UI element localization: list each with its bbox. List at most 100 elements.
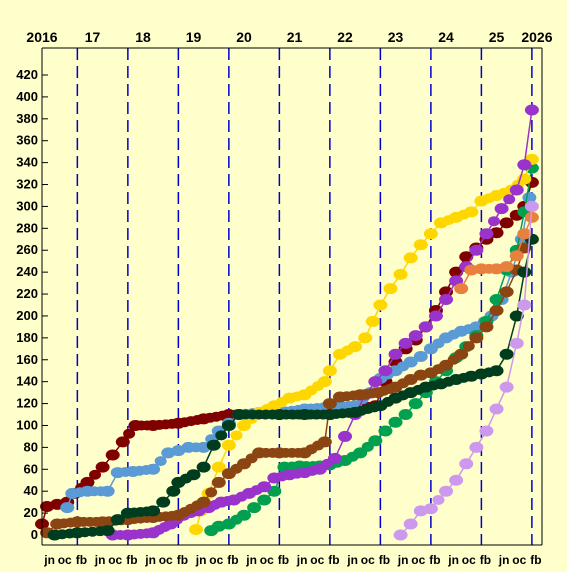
point-3-15	[365, 315, 380, 327]
point-7-6	[517, 228, 532, 240]
point-4-34	[524, 104, 539, 116]
year-labels: 2016 17 18 19 20 21 22 23 24 25 2026	[26, 29, 552, 45]
point-6-2	[100, 525, 115, 537]
point-0-30	[499, 217, 514, 229]
month-label-9: jn	[195, 553, 207, 567]
y-tick-label-340: 340	[16, 155, 38, 170]
point-3-18	[393, 268, 408, 280]
month-label-24: jn	[447, 553, 459, 567]
point-6-10	[196, 461, 211, 473]
year-label-10: 2026	[521, 29, 552, 45]
point-3-20	[413, 239, 428, 251]
point-0-8-1	[123, 428, 136, 439]
point-2-13	[368, 435, 383, 447]
month-label-23: fb	[429, 553, 440, 567]
point-6-6	[156, 496, 171, 508]
y-tick-label-80: 80	[24, 439, 38, 454]
y-tick-label-40: 40	[24, 483, 38, 498]
month-label-22: oc	[411, 553, 425, 567]
point-2-3	[237, 509, 252, 521]
point-0-24	[439, 286, 454, 298]
point-8-9	[489, 403, 504, 415]
year-label-3: 19	[186, 29, 202, 45]
point-8-10	[499, 381, 514, 393]
point-0-8	[115, 436, 130, 448]
point-2-14	[378, 425, 393, 437]
y-tick-label-360: 360	[16, 133, 38, 148]
point-8-13	[524, 200, 539, 212]
point-4-21	[388, 348, 403, 360]
month-label-25: oc	[462, 553, 476, 567]
point-5-25	[469, 332, 484, 344]
point-3-3	[211, 461, 226, 473]
point-3-0	[189, 524, 204, 536]
month-label-7: oc	[159, 553, 173, 567]
point-7-0	[454, 283, 469, 295]
month-label-17: fb	[328, 553, 339, 567]
vertical-year-lines	[76, 48, 533, 545]
y-axis-ticks: 0 20 40 60 80 100 120 140 160 180 200 220 240 260 280 3…	[16, 67, 48, 542]
point-3-21	[423, 228, 438, 240]
point-4-29	[469, 244, 484, 256]
point-0-5	[80, 476, 95, 488]
month-label-6: jn	[144, 553, 156, 567]
point-8-3-1	[432, 494, 445, 505]
point-6-3	[110, 514, 125, 526]
point-1-6	[146, 463, 161, 475]
y-tick-label-240: 240	[16, 264, 38, 279]
point-6-12	[221, 419, 236, 431]
y-tick-label-320: 320	[16, 177, 38, 192]
month-label-1: oc	[58, 553, 72, 567]
point-6-29	[517, 266, 532, 278]
point-1-0	[60, 502, 75, 514]
point-7-4	[499, 261, 514, 273]
point-5-15	[322, 398, 337, 410]
point-8-6	[459, 458, 474, 470]
point-4-33	[517, 159, 532, 171]
series-8	[393, 200, 539, 541]
y-tick-label-300: 300	[16, 198, 38, 213]
point-1-22	[403, 356, 418, 368]
month-label-18: jn	[346, 553, 358, 567]
y-tick-label-20: 20	[24, 505, 38, 520]
y-tick-label-0: 0	[31, 527, 38, 542]
point-3-11	[322, 365, 337, 377]
point-4-16	[338, 430, 353, 442]
point-4-23	[408, 330, 423, 342]
month-label-4: oc	[108, 553, 122, 567]
point-0-5-1	[89, 469, 102, 480]
year-label-8: 24	[438, 29, 454, 45]
year-label-6: 22	[337, 29, 353, 45]
point-0-6	[95, 461, 110, 473]
point-2-5	[257, 494, 272, 506]
point-2-25	[489, 294, 504, 306]
year-label-1: 17	[85, 29, 101, 45]
y-tick-label-280: 280	[16, 220, 38, 235]
point-4-25	[428, 310, 443, 322]
month-label-29: fb	[530, 553, 541, 567]
point-8-5	[449, 474, 464, 486]
point-6-27	[499, 348, 514, 360]
month-label-28: oc	[512, 553, 526, 567]
point-5-26	[479, 321, 494, 333]
point-4-10	[257, 481, 272, 493]
point-3-24	[464, 206, 479, 218]
point-8-4	[439, 485, 454, 497]
point-4-32	[509, 184, 524, 196]
point-1-23	[413, 350, 428, 362]
month-label-5: fb	[126, 553, 137, 567]
month-label-3: jn	[94, 553, 106, 567]
point-3-14	[358, 332, 373, 344]
month-label-14: fb	[278, 553, 289, 567]
year-label-7: 23	[388, 29, 404, 45]
point-3-13	[348, 341, 363, 353]
point-4-26	[439, 294, 454, 306]
year-label-2: 18	[135, 29, 151, 45]
y-tick-label-160: 160	[16, 352, 38, 367]
series-5	[40, 242, 532, 539]
point-8-1	[403, 518, 418, 530]
y-tick-label-120: 120	[16, 396, 38, 411]
y-tick-label-180: 180	[16, 330, 38, 345]
point-8-0	[393, 529, 408, 541]
point-6-28	[509, 310, 524, 322]
